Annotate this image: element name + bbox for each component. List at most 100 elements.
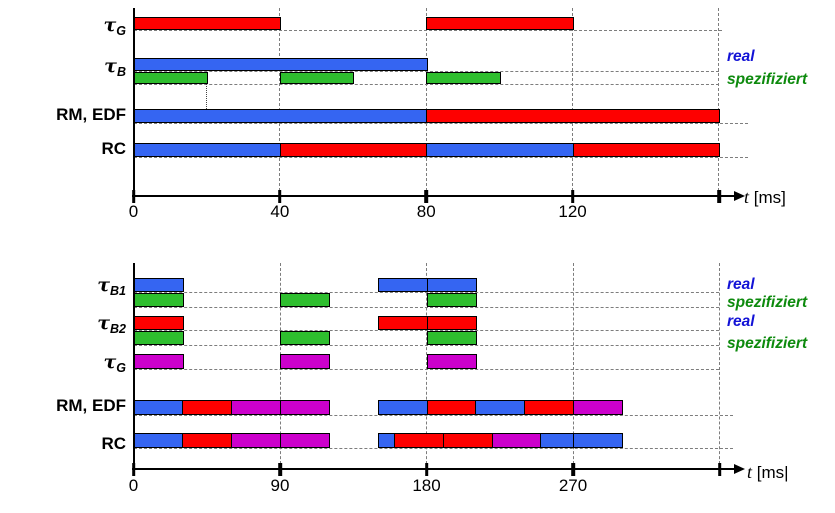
task-bar-magenta xyxy=(280,400,331,415)
row-label: τB1 xyxy=(16,274,126,298)
axis-tick-label: 270 xyxy=(558,476,588,495)
gridline xyxy=(719,263,720,469)
tau-subscript: B1 xyxy=(110,284,126,298)
axis-tick xyxy=(278,189,282,203)
axis-tick-label: 0 xyxy=(128,202,139,221)
row-baseline xyxy=(133,84,719,85)
task-bar-red xyxy=(442,433,493,448)
axis-time-variable: t xyxy=(744,187,750,207)
task-bar-green xyxy=(426,293,477,307)
task-bar-green xyxy=(133,293,184,307)
axis-tick-label: 120 xyxy=(558,202,587,221)
task-bar-blue xyxy=(426,278,477,292)
axis-tick xyxy=(424,462,429,476)
task-bar-green xyxy=(279,72,355,84)
row-baseline xyxy=(133,330,719,331)
legend-label-spezifiziert: spezifiziert xyxy=(727,71,808,88)
task-bar-blue xyxy=(573,433,624,448)
tau-subscript: G xyxy=(116,361,126,375)
legend-label-real: real xyxy=(727,313,755,330)
axis-tick xyxy=(424,189,429,203)
row-baseline xyxy=(133,307,719,308)
axis-tick xyxy=(571,462,575,476)
task-bar-red xyxy=(426,109,721,123)
legend-label-real: real xyxy=(727,48,755,65)
tau-subscript: B2 xyxy=(110,322,126,336)
task-bar-blue xyxy=(133,400,184,415)
task-bar-green xyxy=(280,331,331,345)
axis-tick-label: 90 xyxy=(270,476,290,495)
task-bar-red xyxy=(377,316,428,330)
row-baseline xyxy=(133,157,748,158)
axis-time-variable: t xyxy=(747,462,753,482)
axis-arrow-icon xyxy=(734,190,745,201)
task-bar-blue xyxy=(540,433,575,448)
task-bar-magenta xyxy=(133,354,184,369)
task-bar-green xyxy=(426,331,477,345)
task-bar-magenta xyxy=(231,400,282,415)
axis-tick xyxy=(570,189,575,203)
task-bar-magenta xyxy=(426,354,477,369)
task-bar-red xyxy=(426,316,477,330)
task-bar-magenta xyxy=(491,433,542,448)
gridline xyxy=(279,8,281,196)
axis-arrow-icon xyxy=(734,463,745,474)
row-baseline xyxy=(133,369,719,370)
tau-symbol: τ xyxy=(103,351,117,373)
axis-title: t [ms| xyxy=(747,462,789,482)
task-bar-blue xyxy=(133,433,184,448)
row-label: τB xyxy=(16,55,126,79)
gridline xyxy=(718,8,720,196)
task-bar-red xyxy=(182,433,233,448)
task-bar-magenta xyxy=(280,354,331,369)
task-bar-blue xyxy=(377,433,396,448)
task-bar-blue xyxy=(475,400,526,415)
gridline xyxy=(425,8,427,196)
row-baseline xyxy=(133,123,748,124)
row-baseline xyxy=(133,415,733,416)
task-bar-red xyxy=(426,400,477,415)
row-label: RC xyxy=(101,139,126,158)
y-axis-line xyxy=(132,8,135,196)
legend-label-spezifiziert: spezifiziert xyxy=(727,294,808,311)
legend-label-real: real xyxy=(727,276,755,293)
row-label: τB2 xyxy=(16,312,126,336)
tau-symbol: τ xyxy=(97,312,111,334)
deadline-marker xyxy=(205,84,207,109)
row-baseline xyxy=(133,292,719,293)
row-label: τG xyxy=(16,351,126,375)
task-bar-green xyxy=(280,293,331,307)
row-baseline xyxy=(133,71,719,72)
axis-tick xyxy=(717,189,721,203)
tau-subscript: G xyxy=(116,24,126,38)
tau-subscript: B xyxy=(116,65,126,79)
task-bar-red xyxy=(182,400,233,415)
task-bar-red xyxy=(524,400,575,415)
tau-symbol: τ xyxy=(97,274,111,296)
axis-tick xyxy=(131,189,136,203)
task-bar-blue xyxy=(377,400,428,415)
gridline xyxy=(572,8,574,196)
row-label: τG xyxy=(16,14,126,38)
axis-tick-label: 40 xyxy=(270,202,290,221)
time-axis-line xyxy=(131,194,735,198)
task-bar-red xyxy=(393,433,445,448)
axis-tick xyxy=(278,462,282,476)
time-axis-line xyxy=(131,467,735,471)
task-bar-blue xyxy=(377,278,428,292)
axis-tick xyxy=(131,462,136,476)
y-axis-line xyxy=(132,263,135,469)
axis-tick-label: 180 xyxy=(412,476,441,495)
axis-tick-label: 0 xyxy=(128,476,139,495)
row-baseline xyxy=(133,345,719,346)
row-label: RC xyxy=(101,434,126,453)
axis-tick-label: 80 xyxy=(416,202,436,221)
axis-title: t [ms] xyxy=(744,187,786,207)
task-bar-green xyxy=(426,72,501,84)
gridline xyxy=(572,263,574,469)
task-bar-red xyxy=(133,316,184,330)
tau-symbol: τ xyxy=(104,55,117,77)
